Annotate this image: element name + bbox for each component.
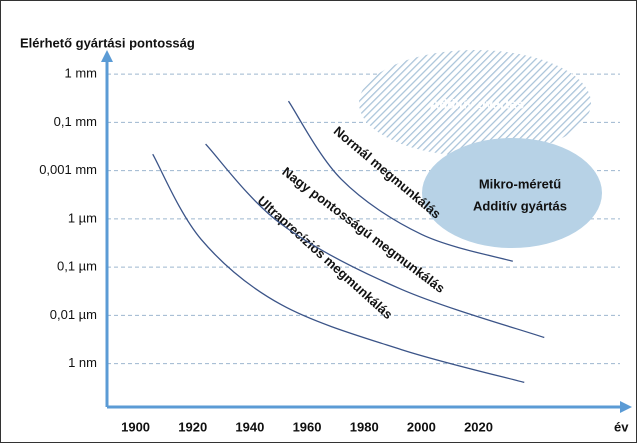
annotation: Mikro-méretű [479, 176, 561, 191]
curve [205, 143, 545, 339]
y-tick-label: 1 nm [68, 355, 97, 370]
curve [152, 153, 525, 384]
x-axis-arrow [620, 401, 632, 413]
y-tick-label: 0,1 mm [54, 114, 97, 129]
additive-area [359, 50, 591, 156]
x-tick-label: 1920 [178, 419, 207, 434]
y-tick-label: 0,01 µm [50, 307, 97, 322]
micro-additive-area [422, 138, 602, 248]
x-tick-label: 1960 [293, 419, 322, 434]
x-axis-title: év [614, 419, 629, 434]
y-axis-arrow [101, 50, 113, 62]
x-tick-label: 1980 [350, 419, 379, 434]
curve-label: Ultraprecíziós megmunkálás [255, 193, 396, 322]
annotation: Additív gyártás [430, 96, 524, 111]
curve [287, 100, 514, 262]
annotation: Additív gyártás [473, 198, 567, 213]
y-tick-label: 0,001 mm [39, 162, 97, 177]
y-tick-label: 1 mm [65, 66, 98, 81]
x-tick-label: 2000 [407, 419, 436, 434]
y-tick-label: 1 µm [68, 210, 97, 225]
x-tick-label: 2020 [464, 419, 493, 434]
y-axis-title: Elérhető gyártási pontosság [20, 35, 195, 50]
x-tick-label: 1900 [121, 419, 150, 434]
x-tick-label: 1940 [235, 419, 264, 434]
y-tick-label: 0,1 µm [57, 259, 97, 274]
